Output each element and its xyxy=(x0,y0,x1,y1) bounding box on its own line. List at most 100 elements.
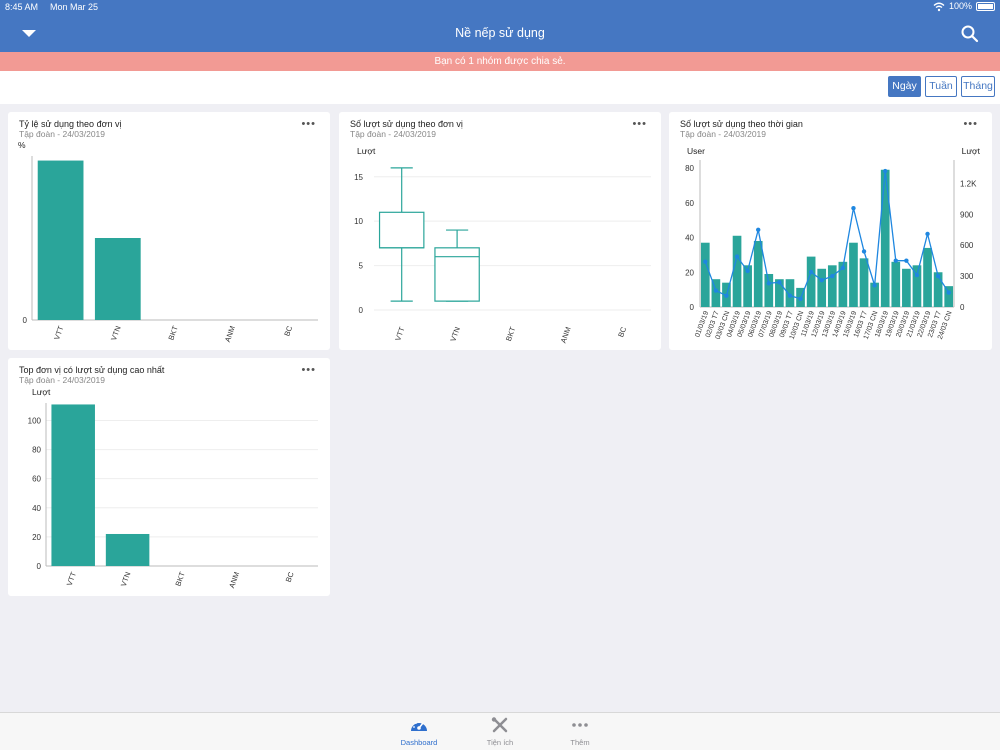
card-title: Số lượt sử dụng theo thời gian xyxy=(680,119,803,129)
y-tick-label: 40 xyxy=(32,504,41,513)
bar xyxy=(859,258,869,307)
tab-more[interactable]: Thêm xyxy=(550,717,610,747)
battery-icon xyxy=(976,1,995,11)
bar xyxy=(711,279,721,307)
bar xyxy=(732,235,742,307)
bar xyxy=(51,404,95,566)
y-tick-label-left: 20 xyxy=(685,268,694,277)
chevron-down-icon[interactable] xyxy=(19,25,39,41)
line-point xyxy=(703,259,708,264)
y-tick-label-left: 60 xyxy=(685,199,694,208)
line-point xyxy=(798,296,803,301)
x-tick-label: BKT xyxy=(166,324,180,341)
card-subtitle: Tập đoàn - 24/03/2019 xyxy=(19,129,106,139)
y-tick-label-right: 600 xyxy=(960,241,974,250)
line-point xyxy=(756,227,761,232)
top-units-bar-chart: Lượt 0 20 40 60 80 100 VTT VTN BKT ANM BC xyxy=(28,387,318,589)
x-tick-label: VTT xyxy=(65,570,78,587)
line-point xyxy=(851,205,856,211)
line-point xyxy=(724,293,729,298)
bar xyxy=(838,261,848,307)
more-options-icon[interactable]: ••• xyxy=(632,118,647,130)
tab-label: Thêm xyxy=(570,738,590,747)
bar xyxy=(944,286,954,307)
x-tick-label: BC xyxy=(284,570,296,583)
filter-day-button[interactable]: Ngày xyxy=(888,76,921,97)
bar xyxy=(764,273,774,307)
bar xyxy=(849,242,858,307)
x-tick-label: BKT xyxy=(504,325,518,342)
y-tick-label: 0 xyxy=(37,562,42,571)
y-tick-label: 80 xyxy=(32,446,41,455)
more-options-icon[interactable]: ••• xyxy=(301,118,316,130)
card-usage-time: User Lượt 0 20 40 60 80 0 300 600 900 1.2K 01/03/19 0… xyxy=(669,112,992,350)
line-point xyxy=(935,273,941,279)
line-point xyxy=(883,168,888,174)
line-point xyxy=(766,281,771,286)
card-subtitle: Tập đoàn - 24/03/2019 xyxy=(19,375,106,385)
y-tick-label-right: 0 xyxy=(960,303,965,312)
card-subtitle: Tập đoàn - 24/03/2019 xyxy=(350,129,437,139)
status-time: 8:45 AM xyxy=(5,2,39,12)
y-tick-label: 5 xyxy=(359,262,364,271)
usage-count-box-chart: Lượt 0 5 10 15 VTT VTN BKT ANM BC xyxy=(354,146,651,345)
card-top-units: Lượt 0 20 40 60 80 100 VTT VTN BKT ANM BC Top đơn v… xyxy=(8,358,330,596)
period-filter-bar: Ngày Tuần Tháng xyxy=(0,71,1000,104)
y-axis-label-right: Lượt xyxy=(962,146,981,156)
more-options-icon[interactable]: ••• xyxy=(301,364,316,376)
bar xyxy=(105,533,150,566)
y-axis-label: Lượt xyxy=(32,387,51,397)
line-point xyxy=(872,283,877,288)
tab-label: Dashboard xyxy=(400,738,438,747)
y-tick-label: 60 xyxy=(32,475,41,484)
filter-month-button[interactable]: Tháng xyxy=(961,76,995,97)
bar xyxy=(775,279,784,307)
box xyxy=(378,211,425,249)
card-title: Số lượt sử dụng theo đơn vị xyxy=(350,119,463,129)
status-bar: 8:45 AM Mon Mar 25 100% xyxy=(0,0,1000,14)
y-tick-label: 0 xyxy=(23,316,28,325)
x-tick-label: BC xyxy=(282,324,294,337)
bar xyxy=(880,169,890,307)
y-axis-label: Lượt xyxy=(357,146,376,156)
tab-dashboard[interactable]: Dashboard xyxy=(389,717,449,747)
y-tick-label: 100 xyxy=(28,416,42,425)
bar xyxy=(753,240,763,307)
x-tick-label: VTN xyxy=(109,325,123,342)
more-options-icon[interactable]: ••• xyxy=(963,118,978,130)
y-tick-label-right: 300 xyxy=(960,272,974,281)
card-usage-rate: % 0 VTT VTN BKT ANM BC Tỷ lệ sử dụng theo đơn … xyxy=(8,112,330,350)
x-tick-label: BKT xyxy=(173,570,187,587)
x-tick-label: VTN xyxy=(119,571,133,588)
line-point xyxy=(946,290,951,295)
x-tick-label: VTT xyxy=(52,324,65,341)
line-point xyxy=(734,254,740,259)
x-tick-label: BC xyxy=(616,325,628,338)
line-point xyxy=(914,272,920,278)
bar xyxy=(891,261,901,307)
x-tick-label: VTN xyxy=(448,326,462,343)
line-point xyxy=(861,249,867,254)
search-icon[interactable] xyxy=(960,24,980,44)
x-tick-label: ANM xyxy=(223,325,237,344)
x-tick-label: ANM xyxy=(559,326,573,345)
line-point xyxy=(745,268,750,274)
bar xyxy=(902,268,911,307)
bar xyxy=(700,242,710,307)
y-tick-label: 20 xyxy=(32,533,41,542)
shared-group-banner[interactable]: Bạn có 1 nhóm được chia sẻ. xyxy=(0,52,1000,71)
line-point xyxy=(819,278,824,283)
wifi-icon xyxy=(933,2,945,14)
y-tick-label-left: 0 xyxy=(690,303,695,312)
tab-utilities[interactable]: Tiện ích xyxy=(470,717,530,747)
y-tick-label: 0 xyxy=(359,306,364,315)
y-tick-label-right: 1.2K xyxy=(960,179,977,188)
dashboard-gauge-icon xyxy=(411,721,427,731)
filter-week-button[interactable]: Tuần xyxy=(925,76,957,97)
line-point xyxy=(893,258,898,263)
y-tick-label: 10 xyxy=(354,217,363,226)
card-usage-count: Lượt 0 5 10 15 VTT VTN BKT ANM BC Số lượt sử dụng… xyxy=(339,112,661,350)
battery-indicator: 100% xyxy=(949,1,995,11)
bar xyxy=(806,256,816,307)
y-tick-label-left: 40 xyxy=(685,234,694,243)
